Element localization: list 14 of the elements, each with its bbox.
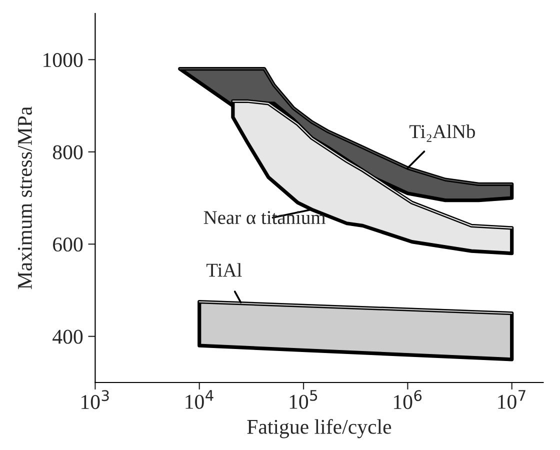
x-tick-label: 10$^{4}$ bbox=[186, 390, 214, 409]
series-label: TiAl bbox=[206, 263, 242, 277]
x-axis-title: Fatigue life/cycle bbox=[247, 419, 392, 438]
y-tick-label: 800 bbox=[52, 145, 83, 160]
x-tick-label: 10$^{7}$ bbox=[498, 390, 526, 409]
y-tick-label: 1000 bbox=[44, 53, 83, 68]
x-tick-label: 10$^{5}$ bbox=[290, 390, 318, 409]
x-tick-label: 10$^{6}$ bbox=[394, 390, 422, 410]
y-tick-label: 400 bbox=[52, 330, 83, 344]
series-label: Ti₂AlNb bbox=[409, 124, 475, 142]
y-tick-label: 600 bbox=[53, 238, 83, 252]
y-axis-title: Maximum stress/MPa bbox=[18, 106, 32, 290]
text: Near α titanium bbox=[204, 211, 326, 224]
x-tick-label: 10$^{3}$ bbox=[82, 390, 109, 410]
